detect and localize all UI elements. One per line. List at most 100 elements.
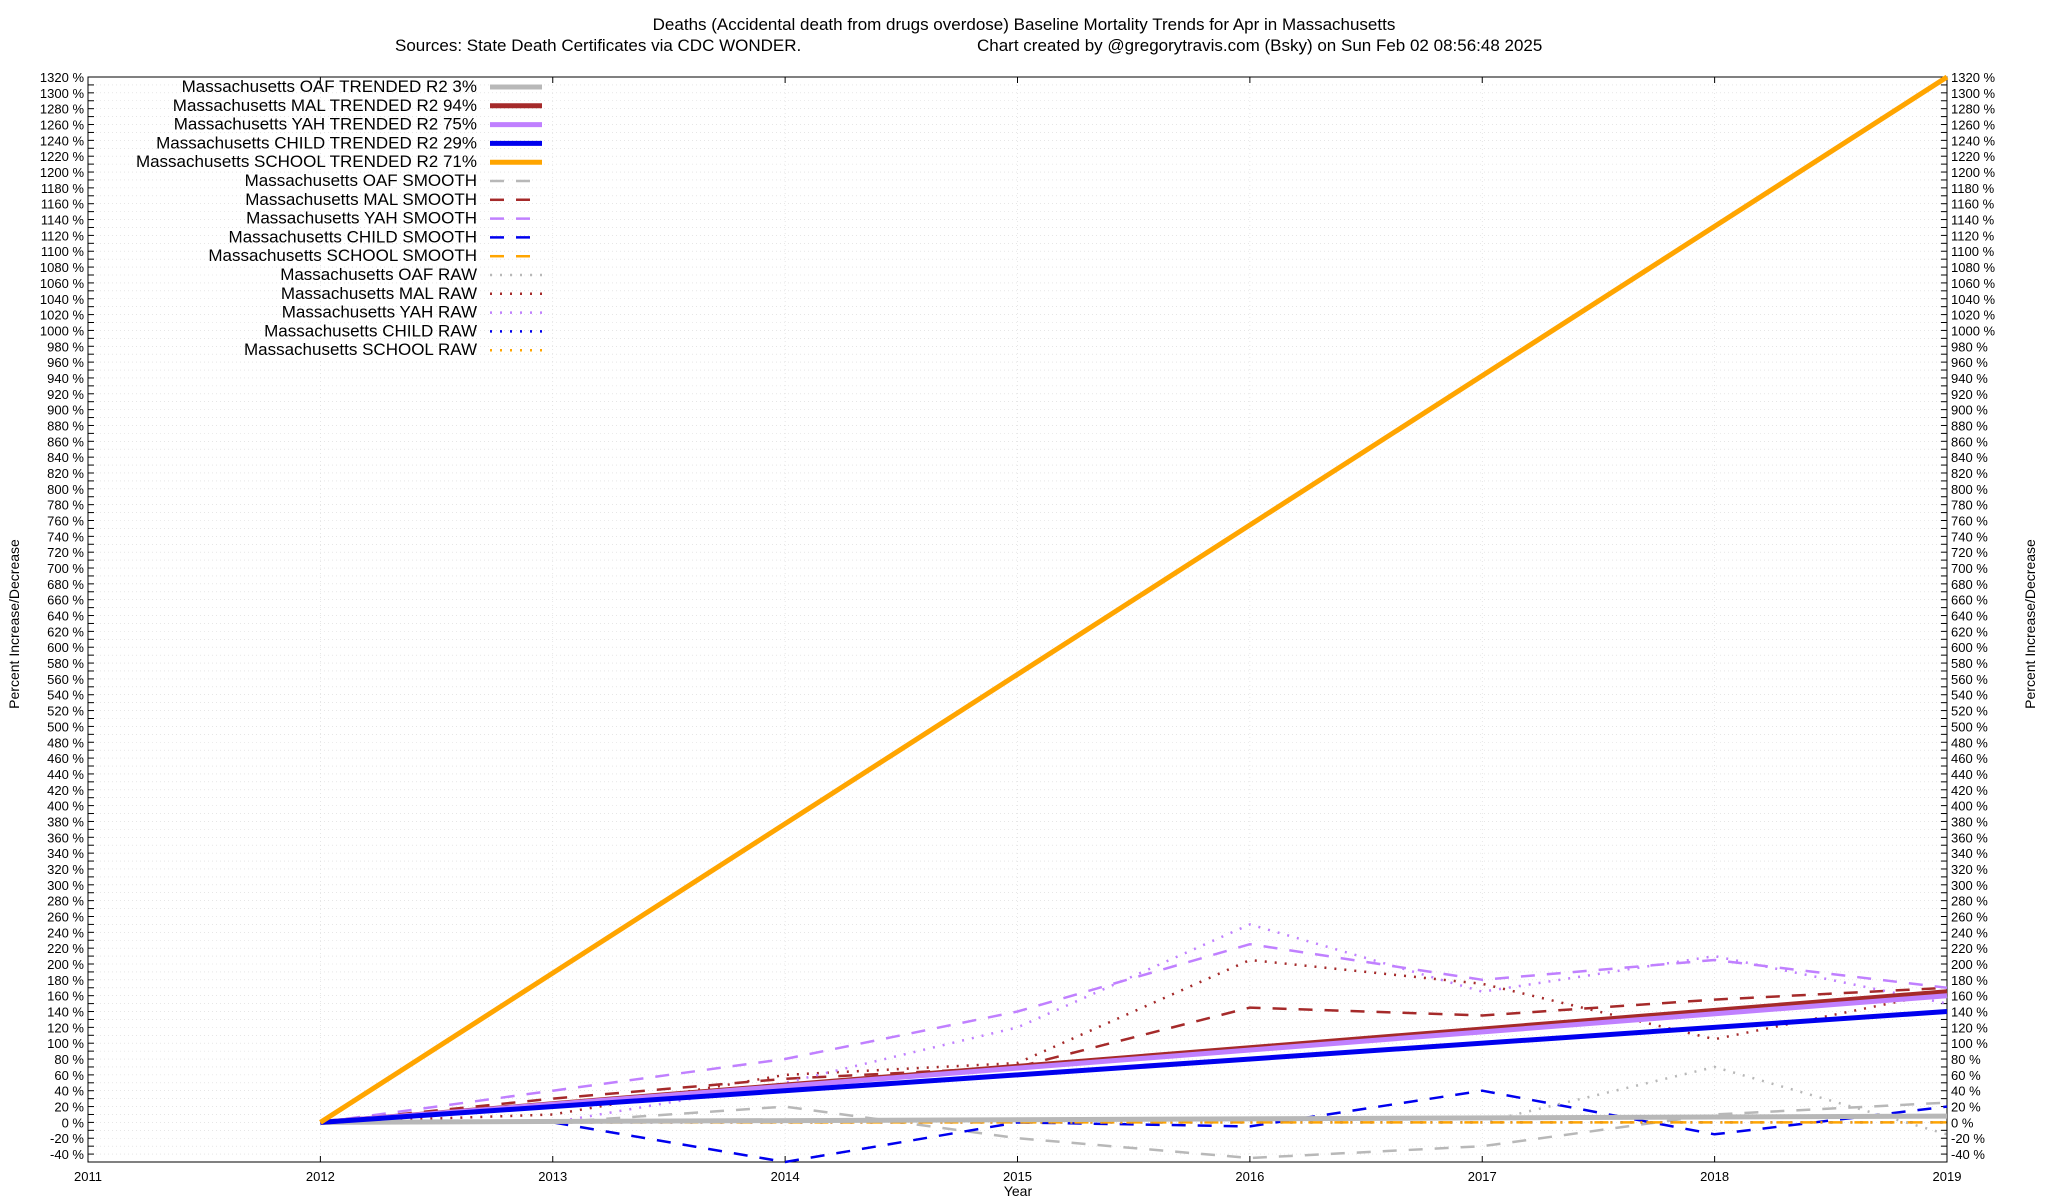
y-tick-label-left: 360 % [47, 830, 84, 845]
y-axis-label-right: Percent Increase/Decrease [2022, 539, 2038, 709]
y-tick-label-right: 900 % [1951, 403, 1988, 418]
y-tick-label-left: 640 % [47, 609, 84, 624]
y-tick-label-right: 980 % [1951, 339, 1988, 354]
series-group [319, 74, 1949, 1164]
y-tick-label-left: 60 % [54, 1068, 84, 1083]
y-tick-label-left: 100 % [47, 1036, 84, 1051]
y-tick-label-left: 1220 % [40, 149, 85, 164]
y-tick-label-left: 880 % [47, 418, 84, 433]
x-tick-label: 2015 [1003, 1169, 1032, 1184]
y-tick-label-left: 140 % [47, 1005, 84, 1020]
y-tick-label-left: 0 % [62, 1115, 85, 1130]
legend-label: Massachusetts SCHOOL SMOOTH [208, 246, 477, 265]
y-tick-label-left: 1020 % [40, 308, 85, 323]
x-axis-label: Year [1004, 1183, 1033, 1199]
series-line-trend [320, 1113, 1948, 1125]
y-tick-label-left: 760 % [47, 514, 84, 529]
legend-label: Massachusetts OAF TRENDED R2 3% [182, 77, 477, 96]
y-tick-label-right: -20 % [1951, 1131, 1985, 1146]
y-tick-label-right: 280 % [1951, 894, 1988, 909]
y-tick-label-left: 1060 % [40, 276, 85, 291]
y-tick-label-right: 60 % [1951, 1068, 1981, 1083]
y-tick-label-left: 800 % [47, 482, 84, 497]
y-tick-label-left: 860 % [47, 434, 84, 449]
y-tick-label-left: 580 % [47, 656, 84, 671]
x-tick-label: 2019 [1933, 1169, 1962, 1184]
y-tick-label-left: 380 % [47, 814, 84, 829]
y-tick-label-left: 960 % [47, 355, 84, 370]
legend-label: Massachusetts CHILD RAW [264, 321, 477, 340]
y-tick-label-left: 1180 % [41, 181, 85, 196]
legend: Massachusetts OAF TRENDED R2 3% Massachus… [136, 77, 542, 359]
y-tick-label-left: 460 % [47, 751, 84, 766]
y-tick-label-right: 600 % [1951, 640, 1988, 655]
y-tick-label-left: 220 % [47, 941, 84, 956]
x-tick-label: 2017 [1468, 1169, 1497, 1184]
series-line-raw [320, 923, 1948, 1124]
series-line-trend [320, 993, 1948, 1125]
y-tick-label-right: 660 % [1951, 593, 1988, 608]
y-tick-label-left: 1100 % [41, 244, 85, 259]
y-tick-label-left: 440 % [47, 767, 84, 782]
series-line-trend [320, 1009, 1948, 1125]
y-tick-label-right: 200 % [1951, 957, 1988, 972]
y-tick-label-right: 40 % [1951, 1084, 1981, 1099]
y-tick-label-right: 0 % [1951, 1115, 1974, 1130]
legend-label: Massachusetts OAF RAW [280, 265, 477, 284]
y-tick-label-left: 820 % [47, 466, 84, 481]
y-tick-label-right: 240 % [1951, 925, 1988, 940]
y-tick-label-left: 1260 % [40, 118, 85, 133]
y-tick-label-right: 1060 % [1951, 276, 1996, 291]
y-tick-label-left: 520 % [47, 704, 84, 719]
y-tick-label-left: 700 % [47, 561, 84, 576]
legend-label: Massachusetts SCHOOL TRENDED R2 71% [136, 152, 477, 171]
y-tick-label-right: 1000 % [1951, 323, 1996, 338]
y-tick-label-left: 200 % [47, 957, 84, 972]
legend-label: Massachusetts YAH SMOOTH [246, 209, 477, 228]
y-tick-label-left: 500 % [47, 719, 84, 734]
y-tick-label-right: 820 % [1951, 466, 1988, 481]
y-tick-label-left: 660 % [47, 593, 84, 608]
y-tick-label-left: 240 % [47, 925, 84, 940]
y-tick-label-left: 1300 % [40, 86, 85, 101]
y-tick-label-left: 1000 % [40, 323, 85, 338]
y-tick-label-right: 860 % [1951, 434, 1988, 449]
y-tick-label-right: 140 % [1951, 1005, 1988, 1020]
y-tick-label-right: 1160 % [1951, 197, 1995, 212]
y-tick-label-left: 480 % [47, 735, 84, 750]
y-tick-label-right: 220 % [1951, 941, 1988, 956]
y-tick-label-left: -40 % [50, 1147, 84, 1162]
x-tick-label: 2016 [1235, 1169, 1264, 1184]
y-tick-label-right: 360 % [1951, 830, 1988, 845]
y-tick-label-right: 460 % [1951, 751, 1988, 766]
y-tick-label-right: 1220 % [1951, 149, 1996, 164]
y-tick-label-right: 1280 % [1951, 102, 1996, 117]
y-tick-label-right: 320 % [1951, 862, 1988, 877]
y-tick-label-left: 400 % [47, 799, 84, 814]
y-tick-label-left: 1120 % [41, 228, 85, 243]
y-tick-label-left: 540 % [47, 688, 84, 703]
series-line-raw [320, 958, 1948, 1124]
y-tick-label-right: 160 % [1951, 989, 1988, 1004]
y-tick-label-left: 260 % [47, 909, 84, 924]
y-tick-label-left: 720 % [47, 545, 84, 560]
y-tick-label-left: 300 % [47, 878, 84, 893]
y-tick-label-right: 1240 % [1951, 133, 1996, 148]
y-tick-label-right: 420 % [1951, 783, 1988, 798]
y-tick-label-left: 900 % [47, 403, 84, 418]
y-tick-label-left: 1140 % [41, 213, 85, 228]
y-tick-label-right: 100 % [1951, 1036, 1988, 1051]
y-tick-label-right: 880 % [1951, 418, 1988, 433]
y-tick-label-left: 1280 % [40, 102, 85, 117]
legend-label: Massachusetts CHILD TRENDED R2 29% [156, 133, 477, 152]
y-tick-label-right: 440 % [1951, 767, 1988, 782]
y-tick-label-left: 120 % [47, 1020, 84, 1035]
series-line-smooth [320, 986, 1948, 1124]
y-tick-label-left: 1240 % [40, 133, 85, 148]
y-tick-label-left: 680 % [47, 577, 84, 592]
y-tick-label-right: 400 % [1951, 799, 1988, 814]
y-tick-label-right: 1260 % [1951, 118, 1996, 133]
y-tick-label-left: 1200 % [40, 165, 85, 180]
y-tick-label-left: 80 % [54, 1052, 84, 1067]
y-tick-label-right: 1200 % [1951, 165, 1996, 180]
